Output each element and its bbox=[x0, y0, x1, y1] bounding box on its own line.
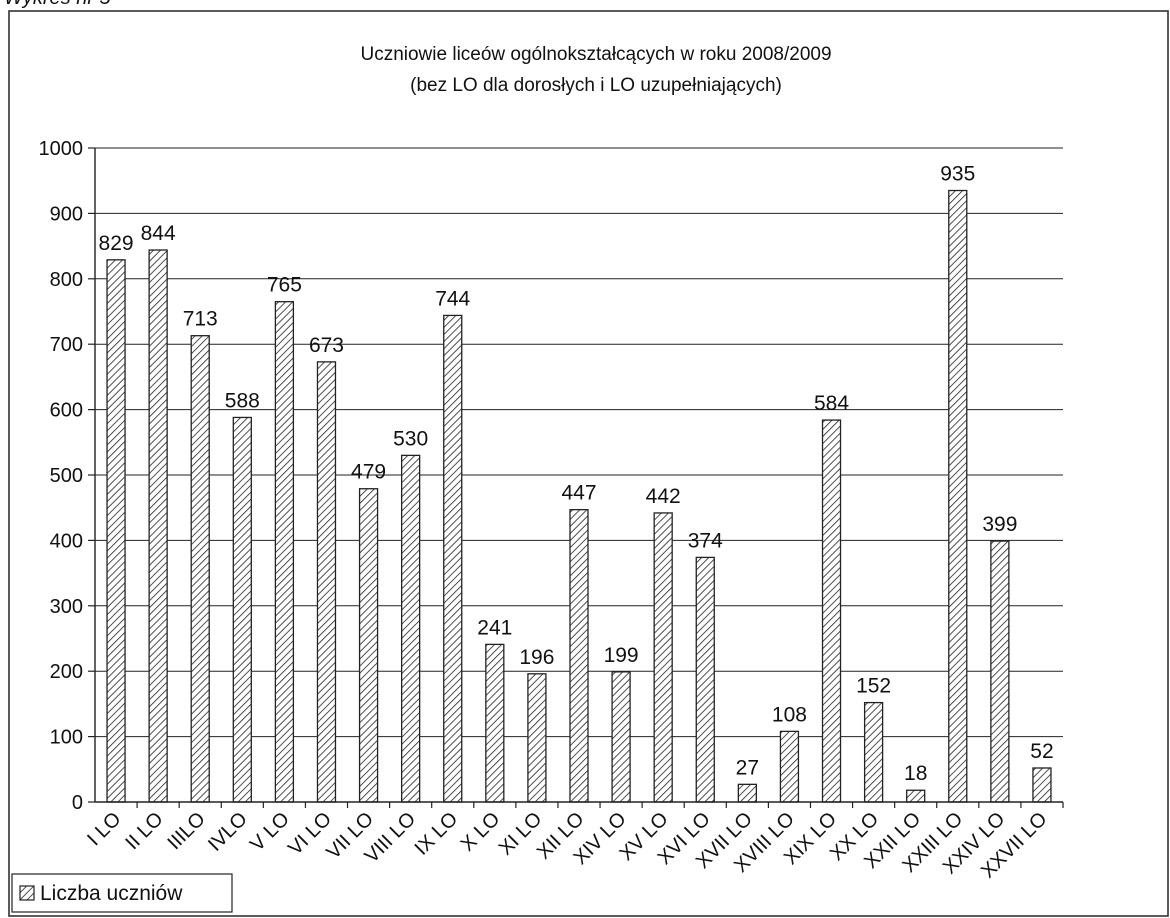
data-label: 399 bbox=[982, 513, 1017, 536]
y-axis: 0 100 200 300 400 500 600 700 800 900 1000 bbox=[39, 138, 96, 814]
bar bbox=[737, 783, 757, 803]
y-tick-label: 100 bbox=[50, 727, 83, 749]
data-label: 829 bbox=[99, 232, 134, 255]
legend: Liczba uczniów bbox=[11, 873, 233, 913]
data-label: 744 bbox=[435, 287, 470, 310]
bar bbox=[695, 556, 715, 803]
y-tick-label: 300 bbox=[50, 596, 83, 618]
data-label: 673 bbox=[309, 334, 344, 357]
bar bbox=[1032, 767, 1052, 803]
bar bbox=[948, 189, 968, 803]
y-tick-label: 200 bbox=[50, 661, 83, 683]
x-tick-label: I LO bbox=[83, 808, 125, 850]
bar bbox=[401, 454, 421, 803]
bar bbox=[863, 701, 884, 803]
data-label: 479 bbox=[351, 461, 386, 484]
x-tick-label: X LO bbox=[457, 808, 505, 856]
data-label: 374 bbox=[688, 529, 723, 552]
bar bbox=[569, 509, 589, 803]
legend-swatch bbox=[19, 885, 35, 901]
data-label: 108 bbox=[772, 703, 807, 726]
data-label: 765 bbox=[267, 274, 302, 297]
gridlines bbox=[95, 147, 1063, 738]
x-tick-label: IIILO bbox=[164, 808, 210, 854]
header-fragment: Wykres nr 5 bbox=[4, 0, 112, 9]
bar bbox=[653, 512, 673, 803]
y-tick-label: 1000 bbox=[39, 138, 84, 160]
y-tick-label: 500 bbox=[50, 465, 83, 487]
bar bbox=[611, 671, 631, 803]
bars bbox=[106, 189, 1052, 803]
data-label: 241 bbox=[477, 616, 512, 639]
legend-label: Liczba uczniów bbox=[40, 882, 183, 905]
chart-subtitle: (bez LO dla dorosłych i LO uzupełniający… bbox=[410, 75, 782, 96]
data-labels: 829 844 713 588 765 673 479 530 744 241 196 447 199 4… bbox=[99, 163, 1054, 786]
bar bbox=[106, 259, 126, 803]
y-tick-label: 700 bbox=[50, 334, 83, 356]
data-label: 196 bbox=[519, 646, 554, 669]
y-tick-label: 600 bbox=[50, 400, 83, 422]
data-label: 152 bbox=[856, 675, 891, 698]
y-tick-label: 900 bbox=[50, 203, 83, 225]
bar bbox=[527, 673, 547, 803]
data-label: 52 bbox=[1030, 740, 1053, 763]
data-label: 530 bbox=[393, 427, 428, 450]
x-tick-label: V LO bbox=[246, 808, 294, 856]
y-tick-label: 400 bbox=[50, 530, 83, 552]
data-label: 935 bbox=[940, 163, 975, 186]
bar bbox=[906, 789, 926, 803]
bar bbox=[990, 540, 1010, 803]
bar bbox=[358, 488, 379, 803]
legend-box bbox=[11, 873, 233, 913]
bar bbox=[443, 314, 463, 803]
chart-title: Uczniowie liceów ogólnokształcących w ro… bbox=[360, 44, 831, 65]
data-label: 27 bbox=[736, 756, 759, 779]
chart-border bbox=[8, 10, 1169, 917]
data-label: 584 bbox=[814, 392, 849, 415]
bar bbox=[485, 643, 505, 803]
x-tick-label: IX LO bbox=[411, 808, 463, 860]
data-label: 442 bbox=[646, 485, 681, 508]
y-tick-label: 800 bbox=[50, 269, 83, 291]
bar bbox=[779, 730, 800, 803]
data-label: 199 bbox=[604, 644, 639, 667]
data-label: 447 bbox=[561, 482, 596, 505]
bar bbox=[190, 335, 210, 803]
data-label: 844 bbox=[141, 222, 176, 245]
bar bbox=[316, 361, 337, 803]
y-tick-label: 0 bbox=[72, 792, 83, 814]
bar bbox=[274, 301, 295, 803]
data-label: 713 bbox=[183, 308, 218, 331]
bar bbox=[232, 416, 252, 803]
x-tick-label: II LO bbox=[121, 808, 167, 854]
data-label: 588 bbox=[225, 389, 260, 412]
bar bbox=[148, 249, 168, 803]
x-tick-label: IVLO bbox=[204, 808, 252, 856]
bar bbox=[821, 419, 842, 803]
data-label: 18 bbox=[904, 762, 927, 785]
